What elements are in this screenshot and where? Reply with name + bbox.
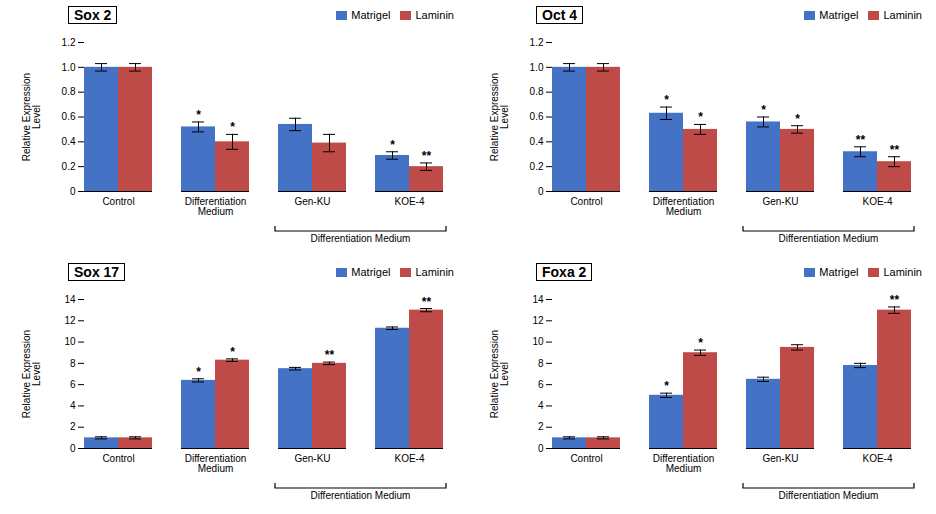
svg-text:KOE-4: KOE-4 — [862, 196, 892, 207]
svg-text:DifferentiationMedium: DifferentiationMedium — [653, 453, 715, 474]
svg-text:Relative ExpressionLevel: Relative ExpressionLevel — [489, 330, 510, 418]
svg-text:2: 2 — [70, 421, 76, 432]
svg-text:Control: Control — [570, 196, 602, 207]
html-text:Laminin: Laminin — [415, 8, 454, 21]
svg-text:*: * — [230, 120, 235, 134]
svg-text:**: ** — [422, 149, 432, 163]
svg-text:*: * — [761, 103, 766, 117]
svg-text:0.8: 0.8 — [530, 86, 544, 97]
svg-text:Relative ExpressionLevel: Relative ExpressionLevel — [489, 73, 510, 161]
svg-text:**: ** — [325, 348, 335, 362]
svg-text:1.2: 1.2 — [62, 37, 76, 48]
html-text:Laminin: Laminin — [883, 265, 922, 278]
svg-text:*: * — [664, 93, 669, 107]
svg-text:4: 4 — [70, 400, 76, 411]
svg-text:12: 12 — [64, 315, 76, 326]
svg-text:0: 0 — [70, 186, 76, 197]
svg-text:0.8: 0.8 — [62, 86, 76, 97]
html-text:Matrigel: Matrigel — [819, 8, 859, 21]
svg-text:DifferentiationMedium: DifferentiationMedium — [185, 196, 247, 217]
svg-text:**: ** — [422, 295, 432, 309]
svg-text:0.2: 0.2 — [530, 161, 544, 172]
svg-text:Relative ExpressionLevel: Relative ExpressionLevel — [21, 330, 42, 418]
svg-text:0: 0 — [538, 186, 544, 197]
svg-text:**: ** — [890, 293, 900, 307]
html-text:Matrigel: Matrigel — [351, 8, 391, 21]
svg-text:Relative ExpressionLevel: Relative ExpressionLevel — [21, 73, 42, 161]
svg-text:10: 10 — [64, 336, 76, 347]
svg-text:DifferentiationMedium: DifferentiationMedium — [653, 196, 715, 217]
html-text:Sox 17: Sox 17 — [74, 263, 120, 280]
svg-text:12: 12 — [532, 315, 544, 326]
svg-text:10: 10 — [532, 336, 544, 347]
html-text:Matrigel: Matrigel — [351, 265, 391, 278]
svg-text:Gen-KU: Gen-KU — [762, 453, 798, 464]
html-text:Oct 4: Oct 4 — [542, 6, 577, 23]
svg-text:KOE-4: KOE-4 — [394, 453, 424, 464]
svg-text:6: 6 — [70, 379, 76, 390]
svg-text:**: ** — [856, 133, 866, 147]
svg-text:Gen-KU: Gen-KU — [762, 196, 798, 207]
svg-text:**: ** — [890, 143, 900, 157]
html-text:Foxa 2: Foxa 2 — [542, 263, 587, 280]
svg-text:Gen-KU: Gen-KU — [294, 453, 330, 464]
svg-text:0: 0 — [70, 443, 76, 454]
svg-text:*: * — [196, 365, 201, 379]
svg-text:0.4: 0.4 — [530, 136, 544, 147]
svg-text:Gen-KU: Gen-KU — [294, 196, 330, 207]
svg-text:1.0: 1.0 — [62, 62, 76, 73]
svg-text:*: * — [196, 108, 201, 122]
svg-text:8: 8 — [538, 358, 544, 369]
svg-text:0.6: 0.6 — [62, 111, 76, 122]
html-text:Laminin: Laminin — [883, 8, 922, 21]
svg-text:8: 8 — [70, 358, 76, 369]
svg-text:Control: Control — [570, 453, 602, 464]
svg-text:1.2: 1.2 — [530, 37, 544, 48]
svg-text:*: * — [230, 345, 235, 359]
svg-text:0: 0 — [538, 443, 544, 454]
svg-text:14: 14 — [64, 294, 76, 305]
html-text:Matrigel: Matrigel — [819, 265, 859, 278]
svg-text:Differentiation Medium: Differentiation Medium — [779, 490, 879, 501]
svg-text:Control: Control — [102, 453, 134, 464]
svg-text:Differentiation Medium: Differentiation Medium — [779, 233, 879, 244]
svg-text:*: * — [390, 138, 395, 152]
svg-text:1.0: 1.0 — [530, 62, 544, 73]
svg-text:0.6: 0.6 — [530, 111, 544, 122]
svg-text:14: 14 — [532, 294, 544, 305]
svg-text:Differentiation Medium: Differentiation Medium — [311, 490, 411, 501]
svg-text:2: 2 — [538, 421, 544, 432]
html-text:Laminin: Laminin — [415, 265, 454, 278]
svg-text:DifferentiationMedium: DifferentiationMedium — [185, 453, 247, 474]
svg-text:6: 6 — [538, 379, 544, 390]
svg-text:Control: Control — [102, 196, 134, 207]
svg-text:*: * — [698, 110, 703, 124]
svg-text:*: * — [664, 379, 669, 393]
svg-text:0.4: 0.4 — [62, 136, 76, 147]
svg-text:0.2: 0.2 — [62, 161, 76, 172]
html-text:Sox 2: Sox 2 — [74, 6, 112, 23]
svg-text:*: * — [795, 112, 800, 126]
svg-text:4: 4 — [538, 400, 544, 411]
svg-text:Differentiation Medium: Differentiation Medium — [311, 233, 411, 244]
svg-text:*: * — [698, 336, 703, 350]
svg-text:KOE-4: KOE-4 — [394, 196, 424, 207]
svg-text:KOE-4: KOE-4 — [862, 453, 892, 464]
